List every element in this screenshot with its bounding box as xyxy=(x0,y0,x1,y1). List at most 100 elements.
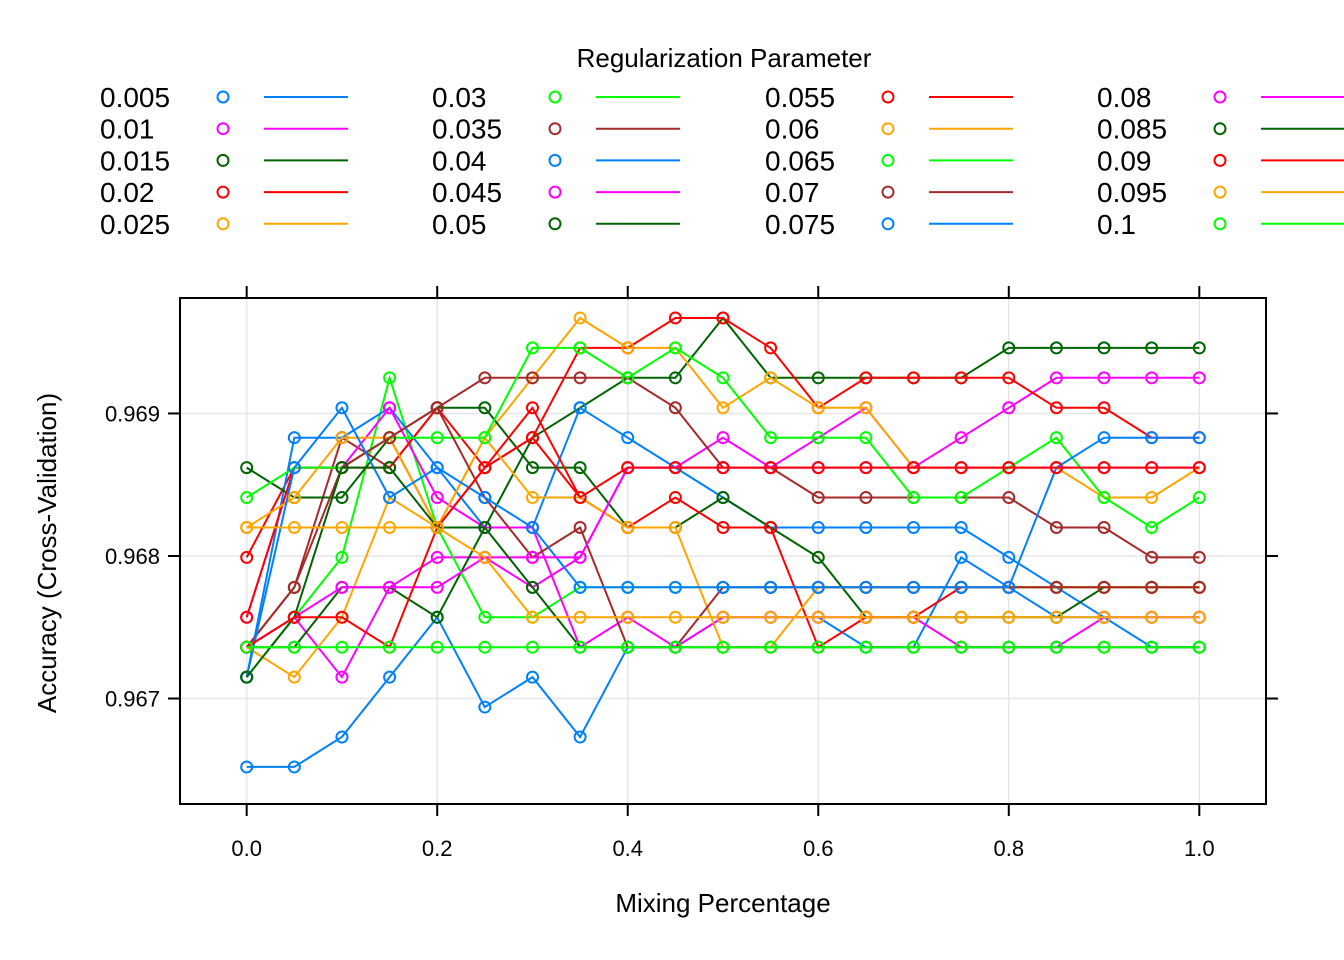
data-point xyxy=(1097,401,1111,415)
y-tick-label: 0.969 xyxy=(105,401,160,426)
data-point xyxy=(335,461,349,475)
data-point xyxy=(1097,431,1111,445)
data-point xyxy=(668,520,682,534)
legend-label: 0.03 xyxy=(432,82,487,113)
data-point xyxy=(621,520,635,534)
data-point xyxy=(716,371,730,385)
data-point xyxy=(1049,341,1063,355)
legend-label: 0.015 xyxy=(100,145,170,176)
data-point xyxy=(335,491,349,505)
data-point xyxy=(716,640,730,654)
data-point xyxy=(764,640,778,654)
data-point xyxy=(954,461,968,475)
legend-label: 0.07 xyxy=(765,177,820,208)
legend-marker xyxy=(881,217,895,231)
legend-marker xyxy=(881,153,895,167)
data-point xyxy=(668,371,682,385)
data-point xyxy=(1002,550,1016,564)
data-point xyxy=(954,520,968,534)
data-point xyxy=(287,461,301,475)
data-point xyxy=(668,461,682,475)
data-point xyxy=(907,580,921,594)
legend-marker xyxy=(1213,217,1227,231)
data-point xyxy=(954,550,968,564)
data-point xyxy=(335,730,349,744)
data-point xyxy=(1049,520,1063,534)
data-point xyxy=(430,461,444,475)
data-point xyxy=(1049,401,1063,415)
data-point xyxy=(335,431,349,445)
data-point xyxy=(1097,520,1111,534)
data-point xyxy=(1192,341,1206,355)
data-point xyxy=(954,491,968,505)
data-point xyxy=(240,550,254,564)
legend-title: Regularization Parameter xyxy=(577,43,872,73)
data-point xyxy=(240,491,254,505)
legend-label: 0.06 xyxy=(765,114,820,145)
data-point xyxy=(954,610,968,624)
data-point xyxy=(383,640,397,654)
series-line-0.015 xyxy=(246,316,1200,649)
data-point xyxy=(1145,371,1159,385)
data-point xyxy=(621,461,635,475)
legend-label: 0.045 xyxy=(432,177,502,208)
data-point xyxy=(1192,461,1206,475)
data-point xyxy=(621,640,635,654)
data-point xyxy=(335,401,349,415)
data-point xyxy=(907,610,921,624)
data-point xyxy=(907,520,921,534)
data-point xyxy=(859,431,873,445)
y-axis-label: Accuracy (Cross-Validation) xyxy=(32,393,62,713)
legend-marker xyxy=(216,90,230,104)
data-point xyxy=(668,610,682,624)
data-point xyxy=(240,520,254,534)
data-point xyxy=(478,700,492,714)
data-point xyxy=(1002,371,1016,385)
data-point xyxy=(1145,580,1159,594)
data-point xyxy=(525,520,539,534)
series-line-0.01 xyxy=(246,376,1200,679)
data-point xyxy=(430,610,444,624)
data-point xyxy=(764,461,778,475)
data-point xyxy=(668,640,682,654)
data-point xyxy=(573,580,587,594)
y-tick-label: 0.967 xyxy=(105,687,160,712)
data-point xyxy=(764,580,778,594)
data-point xyxy=(573,610,587,624)
legend-label: 0.04 xyxy=(432,145,487,176)
legend-marker xyxy=(1213,185,1227,199)
legend-marker xyxy=(881,122,895,136)
data-point xyxy=(1049,431,1063,445)
data-point xyxy=(954,371,968,385)
data-point xyxy=(1192,580,1206,594)
data-point xyxy=(954,580,968,594)
data-point xyxy=(859,461,873,475)
legend-label: 0.065 xyxy=(765,145,835,176)
data-point xyxy=(1049,580,1063,594)
data-point xyxy=(335,520,349,534)
data-point xyxy=(1002,341,1016,355)
data-point xyxy=(525,670,539,684)
legend-marker xyxy=(881,90,895,104)
data-point xyxy=(240,760,254,774)
legend-label: 0.025 xyxy=(100,209,170,240)
data-point xyxy=(764,431,778,445)
data-point xyxy=(859,520,873,534)
data-point xyxy=(335,670,349,684)
data-point xyxy=(668,311,682,325)
data-point xyxy=(1097,491,1111,505)
data-point xyxy=(1097,640,1111,654)
data-point xyxy=(478,520,492,534)
data-point xyxy=(525,401,539,415)
data-point xyxy=(478,401,492,415)
data-point xyxy=(525,640,539,654)
data-point xyxy=(478,371,492,385)
data-point xyxy=(716,311,730,325)
series-line-0.09 xyxy=(246,405,1200,649)
legend-marker xyxy=(216,122,230,136)
data-point xyxy=(1097,371,1111,385)
data-point xyxy=(1145,610,1159,624)
series-line-0.035 xyxy=(245,376,1200,648)
y-tick-label: 0.968 xyxy=(105,544,160,569)
data-point xyxy=(764,610,778,624)
